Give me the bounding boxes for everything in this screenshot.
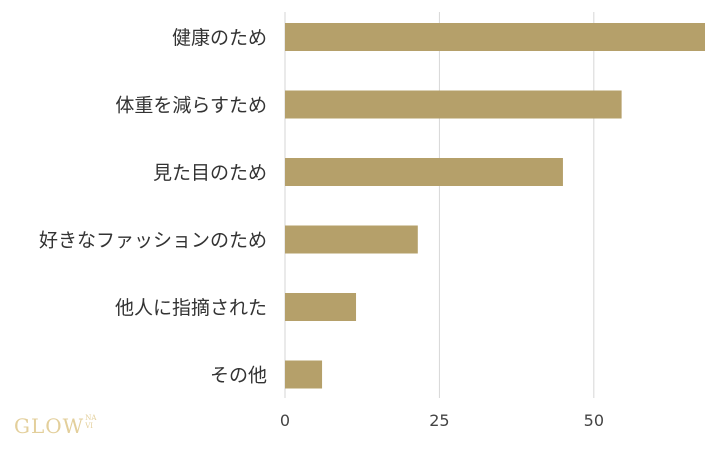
bar-1 bbox=[285, 23, 705, 51]
bar-3 bbox=[285, 158, 563, 186]
logo-sub-top: NA bbox=[85, 414, 97, 422]
category-label-3: 見た目のため bbox=[153, 162, 267, 184]
category-label-4: 好きなファッションのため bbox=[39, 230, 267, 252]
logo-main-text: GLOW bbox=[14, 414, 85, 438]
x-tick-label-0: 0 bbox=[280, 411, 290, 430]
category-labels: 健康のため体重を減らすため見た目のため好きなファッションのため他人に指摘されたそ… bbox=[39, 27, 267, 387]
category-label-2: 体重を減らすため bbox=[115, 95, 267, 117]
x-tick-labels: 0 25 50 bbox=[280, 411, 604, 430]
glow-navi-logo: GLOWNA VI bbox=[14, 414, 96, 438]
bar-2 bbox=[285, 90, 622, 119]
logo-sub-bottom: VI bbox=[85, 422, 94, 430]
category-label-5: 他人に指摘された bbox=[115, 297, 267, 319]
category-label-1: 健康のため bbox=[172, 27, 267, 49]
bar-6 bbox=[285, 360, 323, 389]
category-label-6: その他 bbox=[210, 365, 267, 387]
x-tick-label-50: 50 bbox=[584, 411, 604, 430]
bar-5 bbox=[285, 293, 357, 321]
bar-4 bbox=[285, 225, 418, 254]
bars bbox=[285, 23, 705, 389]
logo-sub-text: NA VI bbox=[85, 414, 96, 430]
x-tick-label-25: 25 bbox=[429, 411, 449, 430]
gridlines bbox=[284, 12, 595, 398]
